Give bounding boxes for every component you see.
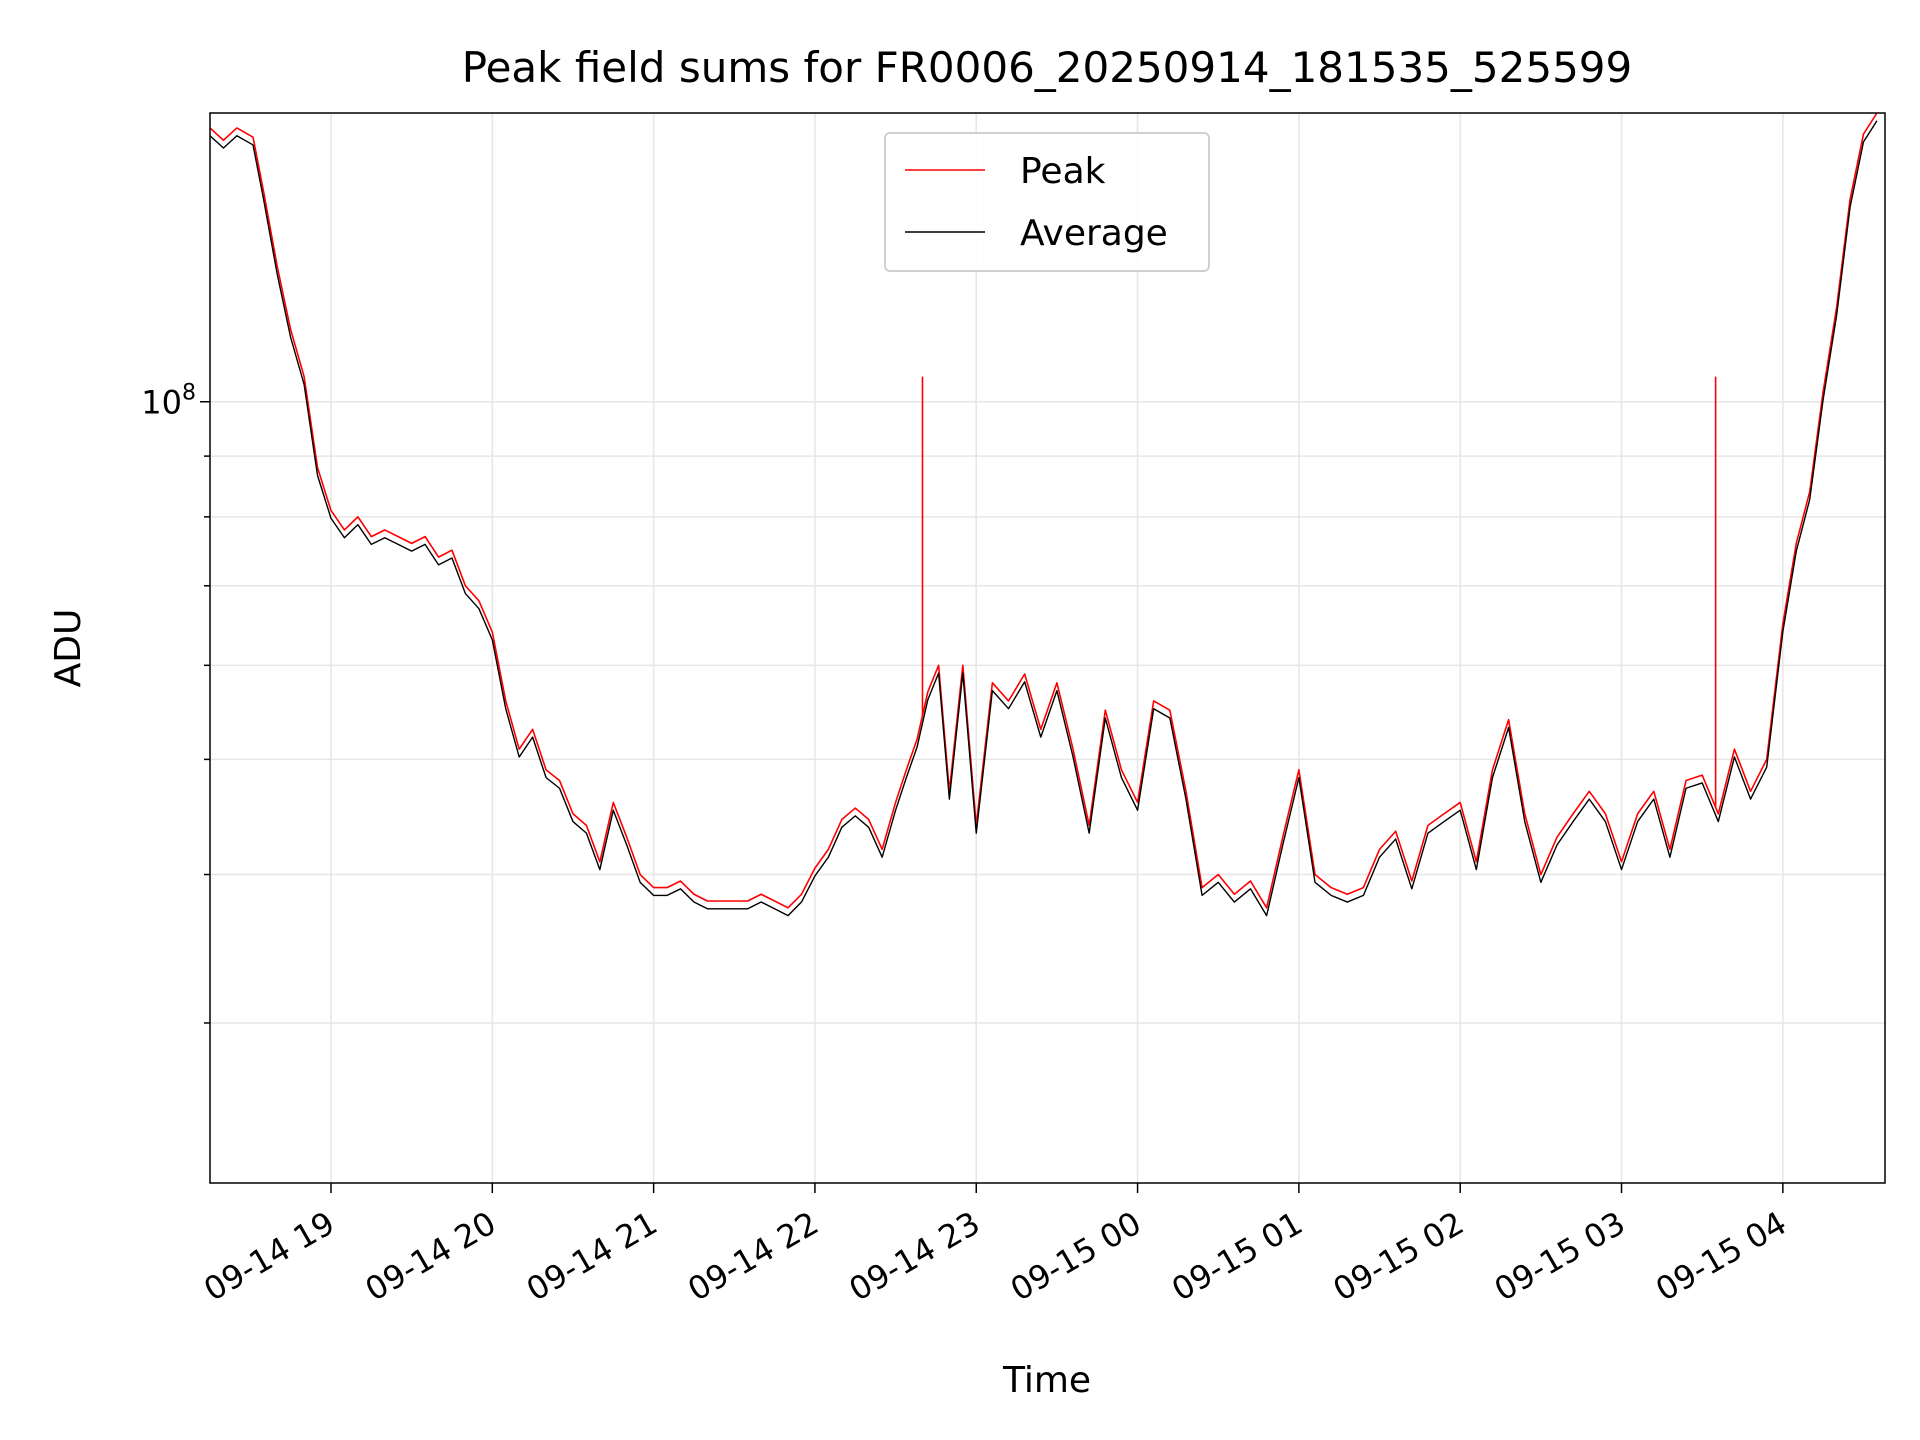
legend-label-average: Average (1020, 213, 1168, 254)
plot-frame (209, 112, 1886, 1184)
series-layer (209, 112, 1878, 917)
legend-box (884, 132, 1210, 272)
y-axis-ticks: 108 (141, 381, 210, 1024)
y-axis-label: ADU (48, 609, 89, 688)
y-tick-label: 108 (141, 381, 196, 422)
series-line-average (209, 120, 1878, 917)
chart-title: Peak field sums for FR0006_20250914_1815… (462, 43, 1632, 92)
legend-label-peak: Peak (1020, 151, 1106, 192)
x-axis-label: Time (1002, 1360, 1091, 1401)
legend: Peak Average (884, 132, 1210, 272)
grid-lines (210, 113, 1885, 1183)
